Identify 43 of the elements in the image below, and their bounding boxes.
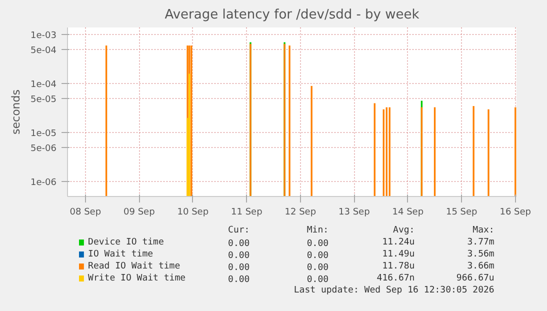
x-tick-label: 15 Sep xyxy=(446,208,478,218)
x-tick-label: 09 Sep xyxy=(124,208,156,218)
text: Avg: xyxy=(393,226,415,236)
text: 11.78u xyxy=(382,262,415,272)
x-tick-label: 12 Sep xyxy=(284,208,316,218)
text: Max: xyxy=(472,226,494,236)
chart-title: Average latency for /dev/sdd - by week xyxy=(164,8,420,22)
text: 966.67u xyxy=(456,274,494,284)
x-tick-label: 08 Sep xyxy=(70,208,102,218)
legend-label: Read IO Wait time xyxy=(88,262,180,272)
text: 0.00 xyxy=(228,275,250,285)
text: 0.00 xyxy=(306,263,329,273)
text: 0.00 xyxy=(306,239,329,249)
text: 3.56m xyxy=(467,250,494,260)
legend-label: Write IO Wait time xyxy=(88,274,186,284)
text: 0.00 xyxy=(228,239,250,249)
y-tick-label: 5e-05 xyxy=(30,94,57,105)
text: 0.00 xyxy=(306,251,329,261)
text: 0.00 xyxy=(306,275,329,285)
y-tick-label: 5e-04 xyxy=(30,46,57,56)
text: 0.00 xyxy=(228,251,250,261)
text: 3.77m xyxy=(467,238,494,248)
y-tick-label: 5e-06 xyxy=(30,144,57,154)
x-tick-label: 13 Sep xyxy=(338,208,370,218)
y-tick-label: 1e-03 xyxy=(30,31,57,42)
y-tick-label: 1e-06 xyxy=(30,178,57,188)
x-tick-label: 16 Sep xyxy=(500,208,532,218)
x-tick-label: 10 Sep xyxy=(177,208,209,218)
text: Cur: xyxy=(228,226,250,236)
y-tick-label: 1e-04 xyxy=(30,80,57,90)
text: 0.00 xyxy=(228,263,250,273)
y-tick-label: 1e-05 xyxy=(30,129,57,140)
text: 3.66m xyxy=(467,262,494,272)
text: 11.49u xyxy=(382,250,415,260)
legend-label: IO Wait time xyxy=(88,250,154,260)
text: Last update: Wed Sep 16 12:30:05 2026 xyxy=(294,286,494,296)
x-tick-label: 14 Sep xyxy=(392,208,424,218)
y-axis-title: seconds xyxy=(10,89,23,134)
text: 11.24u xyxy=(382,238,415,248)
legend-label: Device IO time xyxy=(88,238,164,248)
text: Min: xyxy=(306,226,329,236)
x-tick-label: 11 Sep xyxy=(231,208,263,218)
text: 416.67n xyxy=(376,274,415,284)
